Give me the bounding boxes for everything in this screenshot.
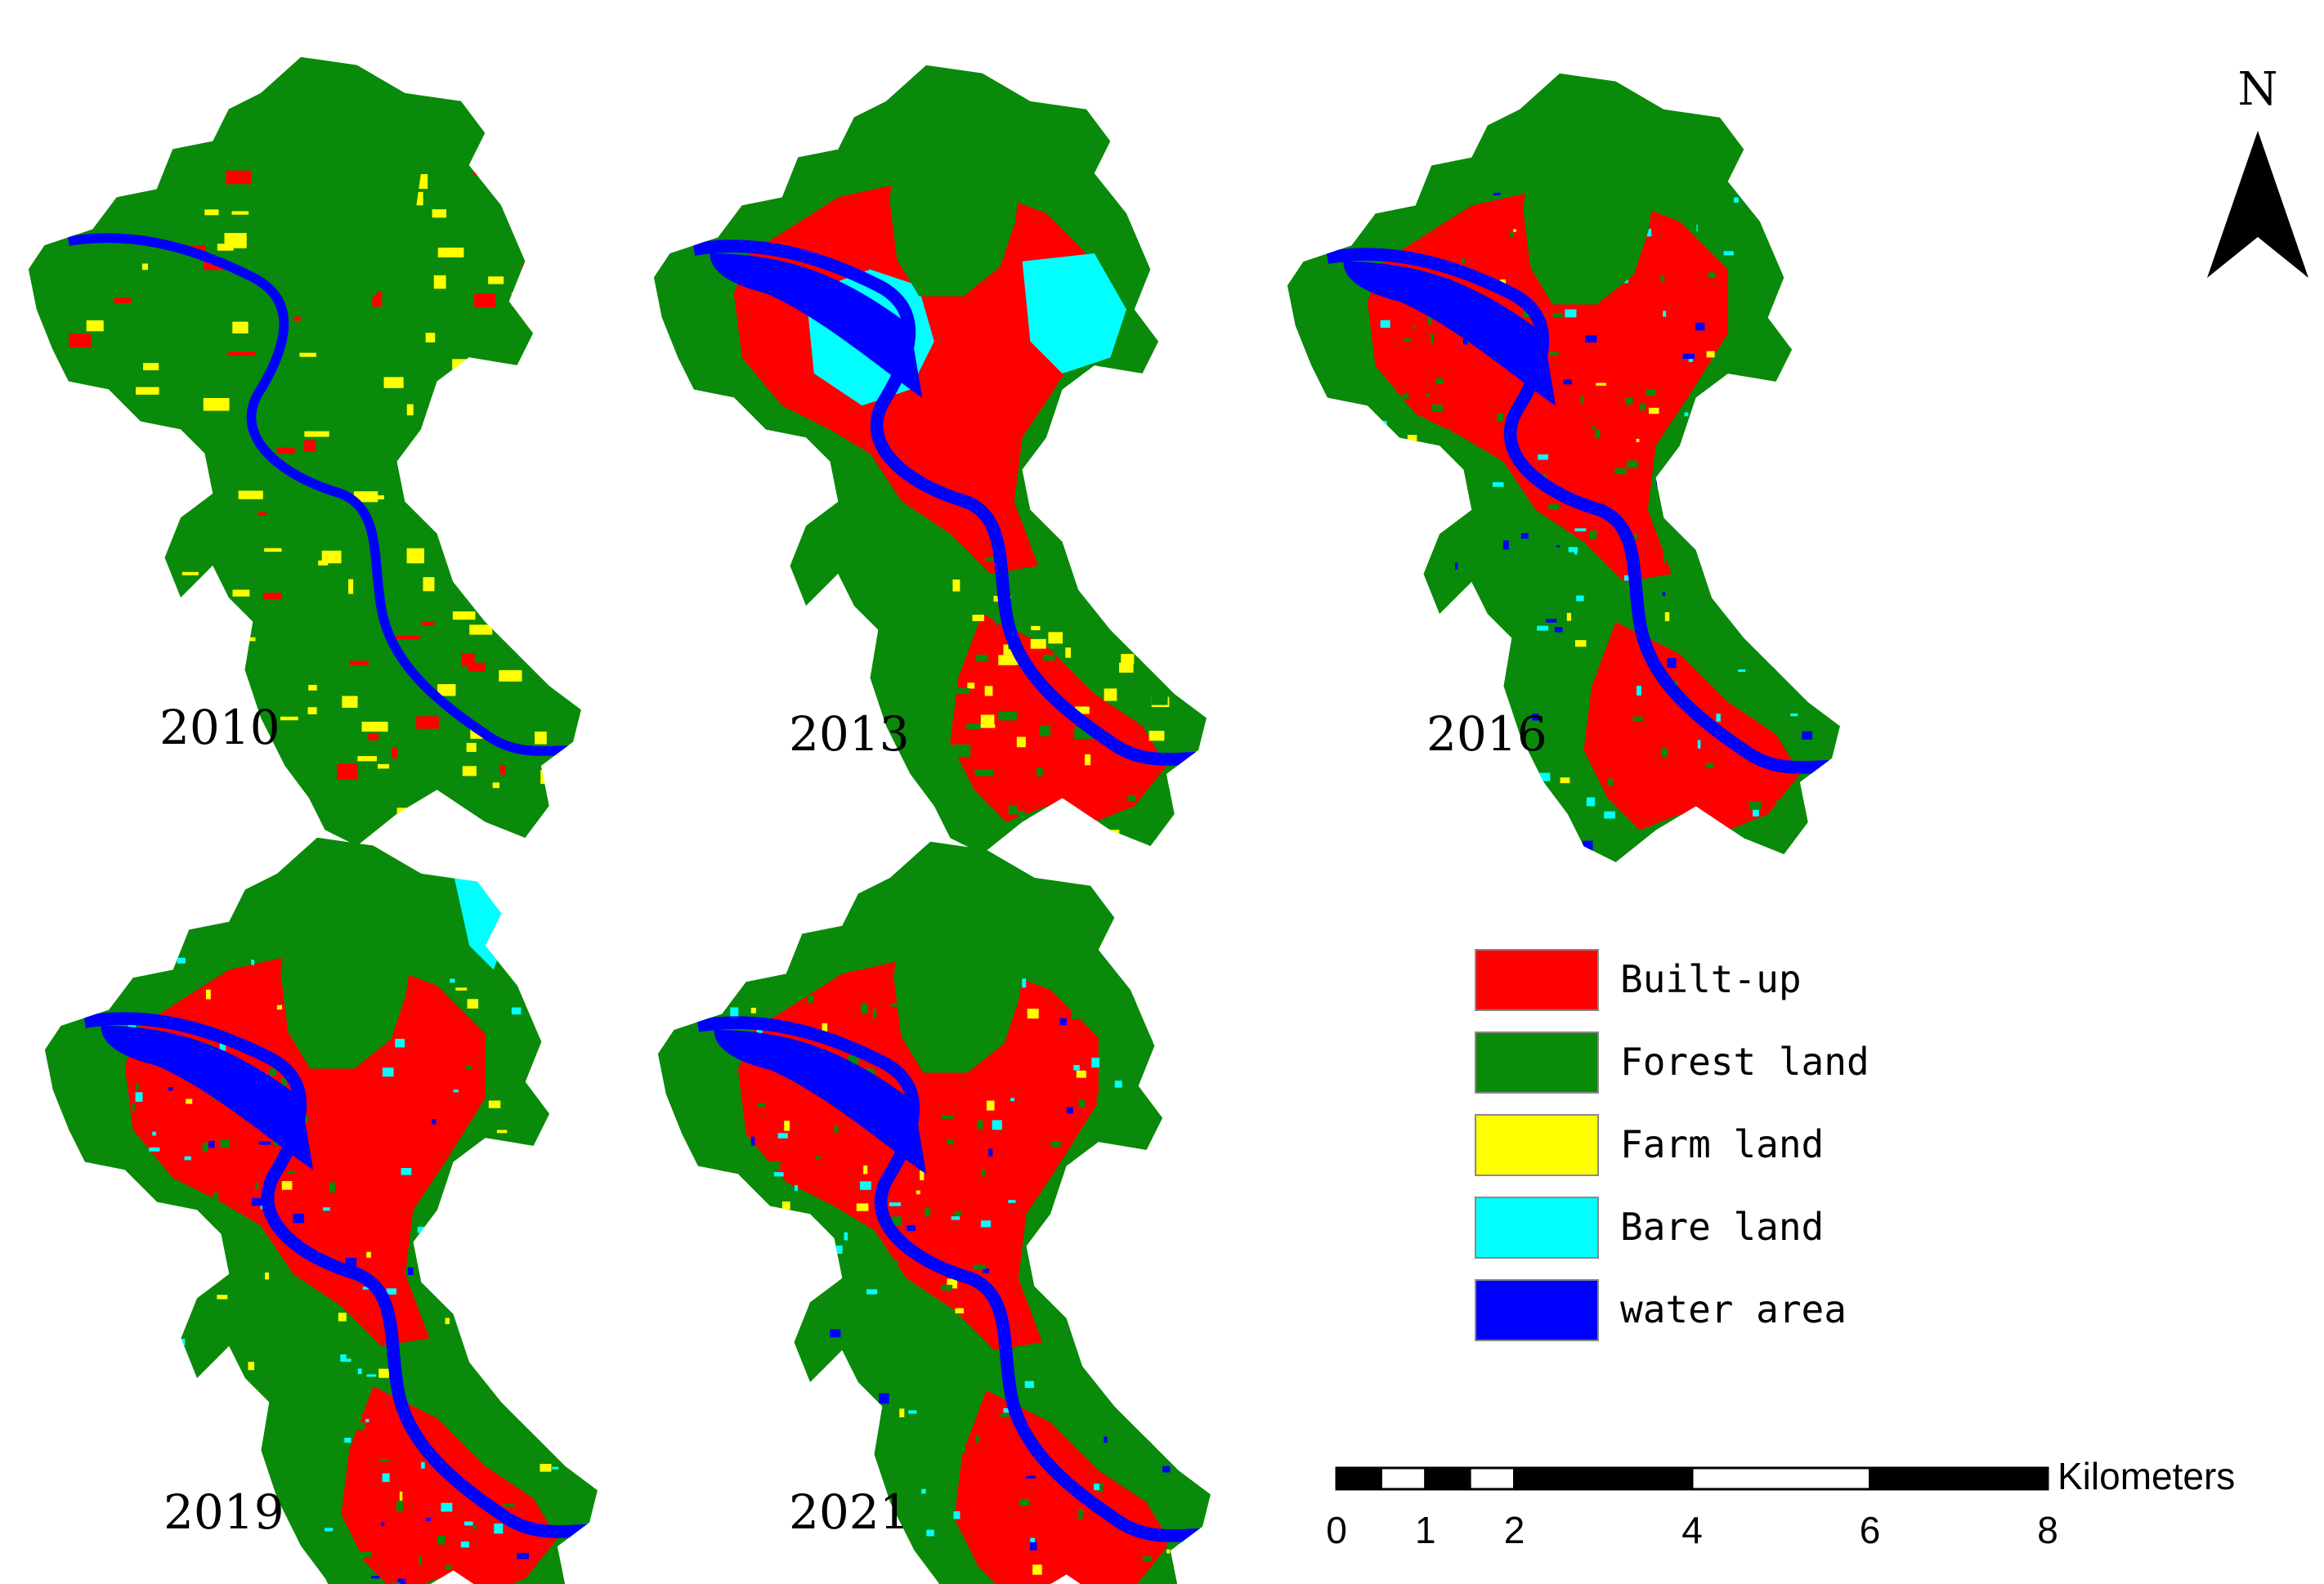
scale-bar-segment (1690, 1466, 1871, 1491)
legend-swatch (1475, 949, 1599, 1011)
scale-bar-segment (1379, 1466, 1427, 1491)
scale-bar-segment (1869, 1466, 2049, 1491)
north-arrow-icon-half (2258, 131, 2308, 278)
land-use-map-2021 (657, 841, 1211, 1584)
land-use-map-2016 (1287, 73, 1841, 862)
scale-tick-label: 4 (1681, 1509, 1703, 1551)
scale-tick-label: 6 (1860, 1509, 1881, 1551)
scale-bar-segment (1424, 1466, 1471, 1491)
land-use-map-2013 (653, 65, 1207, 854)
legend-swatch (1475, 1197, 1599, 1259)
scale-tick-label: 1 (1415, 1509, 1436, 1551)
legend-swatch (1475, 1114, 1599, 1176)
land-use-map-2010 (28, 56, 582, 846)
legend-label: Built-up (1620, 957, 1802, 1001)
legend-swatch (1475, 1279, 1599, 1341)
north-arrow: N (2207, 63, 2308, 278)
north-arrow-icon (2207, 131, 2258, 278)
scale-bar-segment (1335, 1466, 1382, 1491)
map-year-label: 2010 (159, 700, 280, 755)
legend-label: Farm land (1620, 1122, 1824, 1166)
map-year-label: 2019 (163, 1484, 284, 1540)
map-year-label: 2021 (789, 1484, 910, 1540)
scale-tick-label: 0 (1326, 1509, 1347, 1551)
legend-label: water area (1620, 1287, 1847, 1331)
legend-swatch (1475, 1031, 1599, 1094)
map-year-label: 2016 (1426, 706, 1547, 762)
scale-unit-label: Kilometers (2058, 1455, 2235, 1497)
map-year-label: 2013 (789, 706, 910, 762)
legend: Built-up Forest land Farm land Bare land wat… (1475, 949, 1869, 1341)
scale-tick-label: 8 (2037, 1509, 2058, 1551)
legend-label: Forest land (1620, 1040, 1869, 1084)
scale-tick-label: 2 (1504, 1509, 1525, 1551)
scale-bar-segment (1513, 1466, 1694, 1491)
scale-bar-segment (1468, 1466, 1516, 1491)
north-label: N (2238, 63, 2278, 116)
legend-label: Bare land (1620, 1205, 1824, 1249)
land-use-map-2019 (44, 837, 598, 1584)
